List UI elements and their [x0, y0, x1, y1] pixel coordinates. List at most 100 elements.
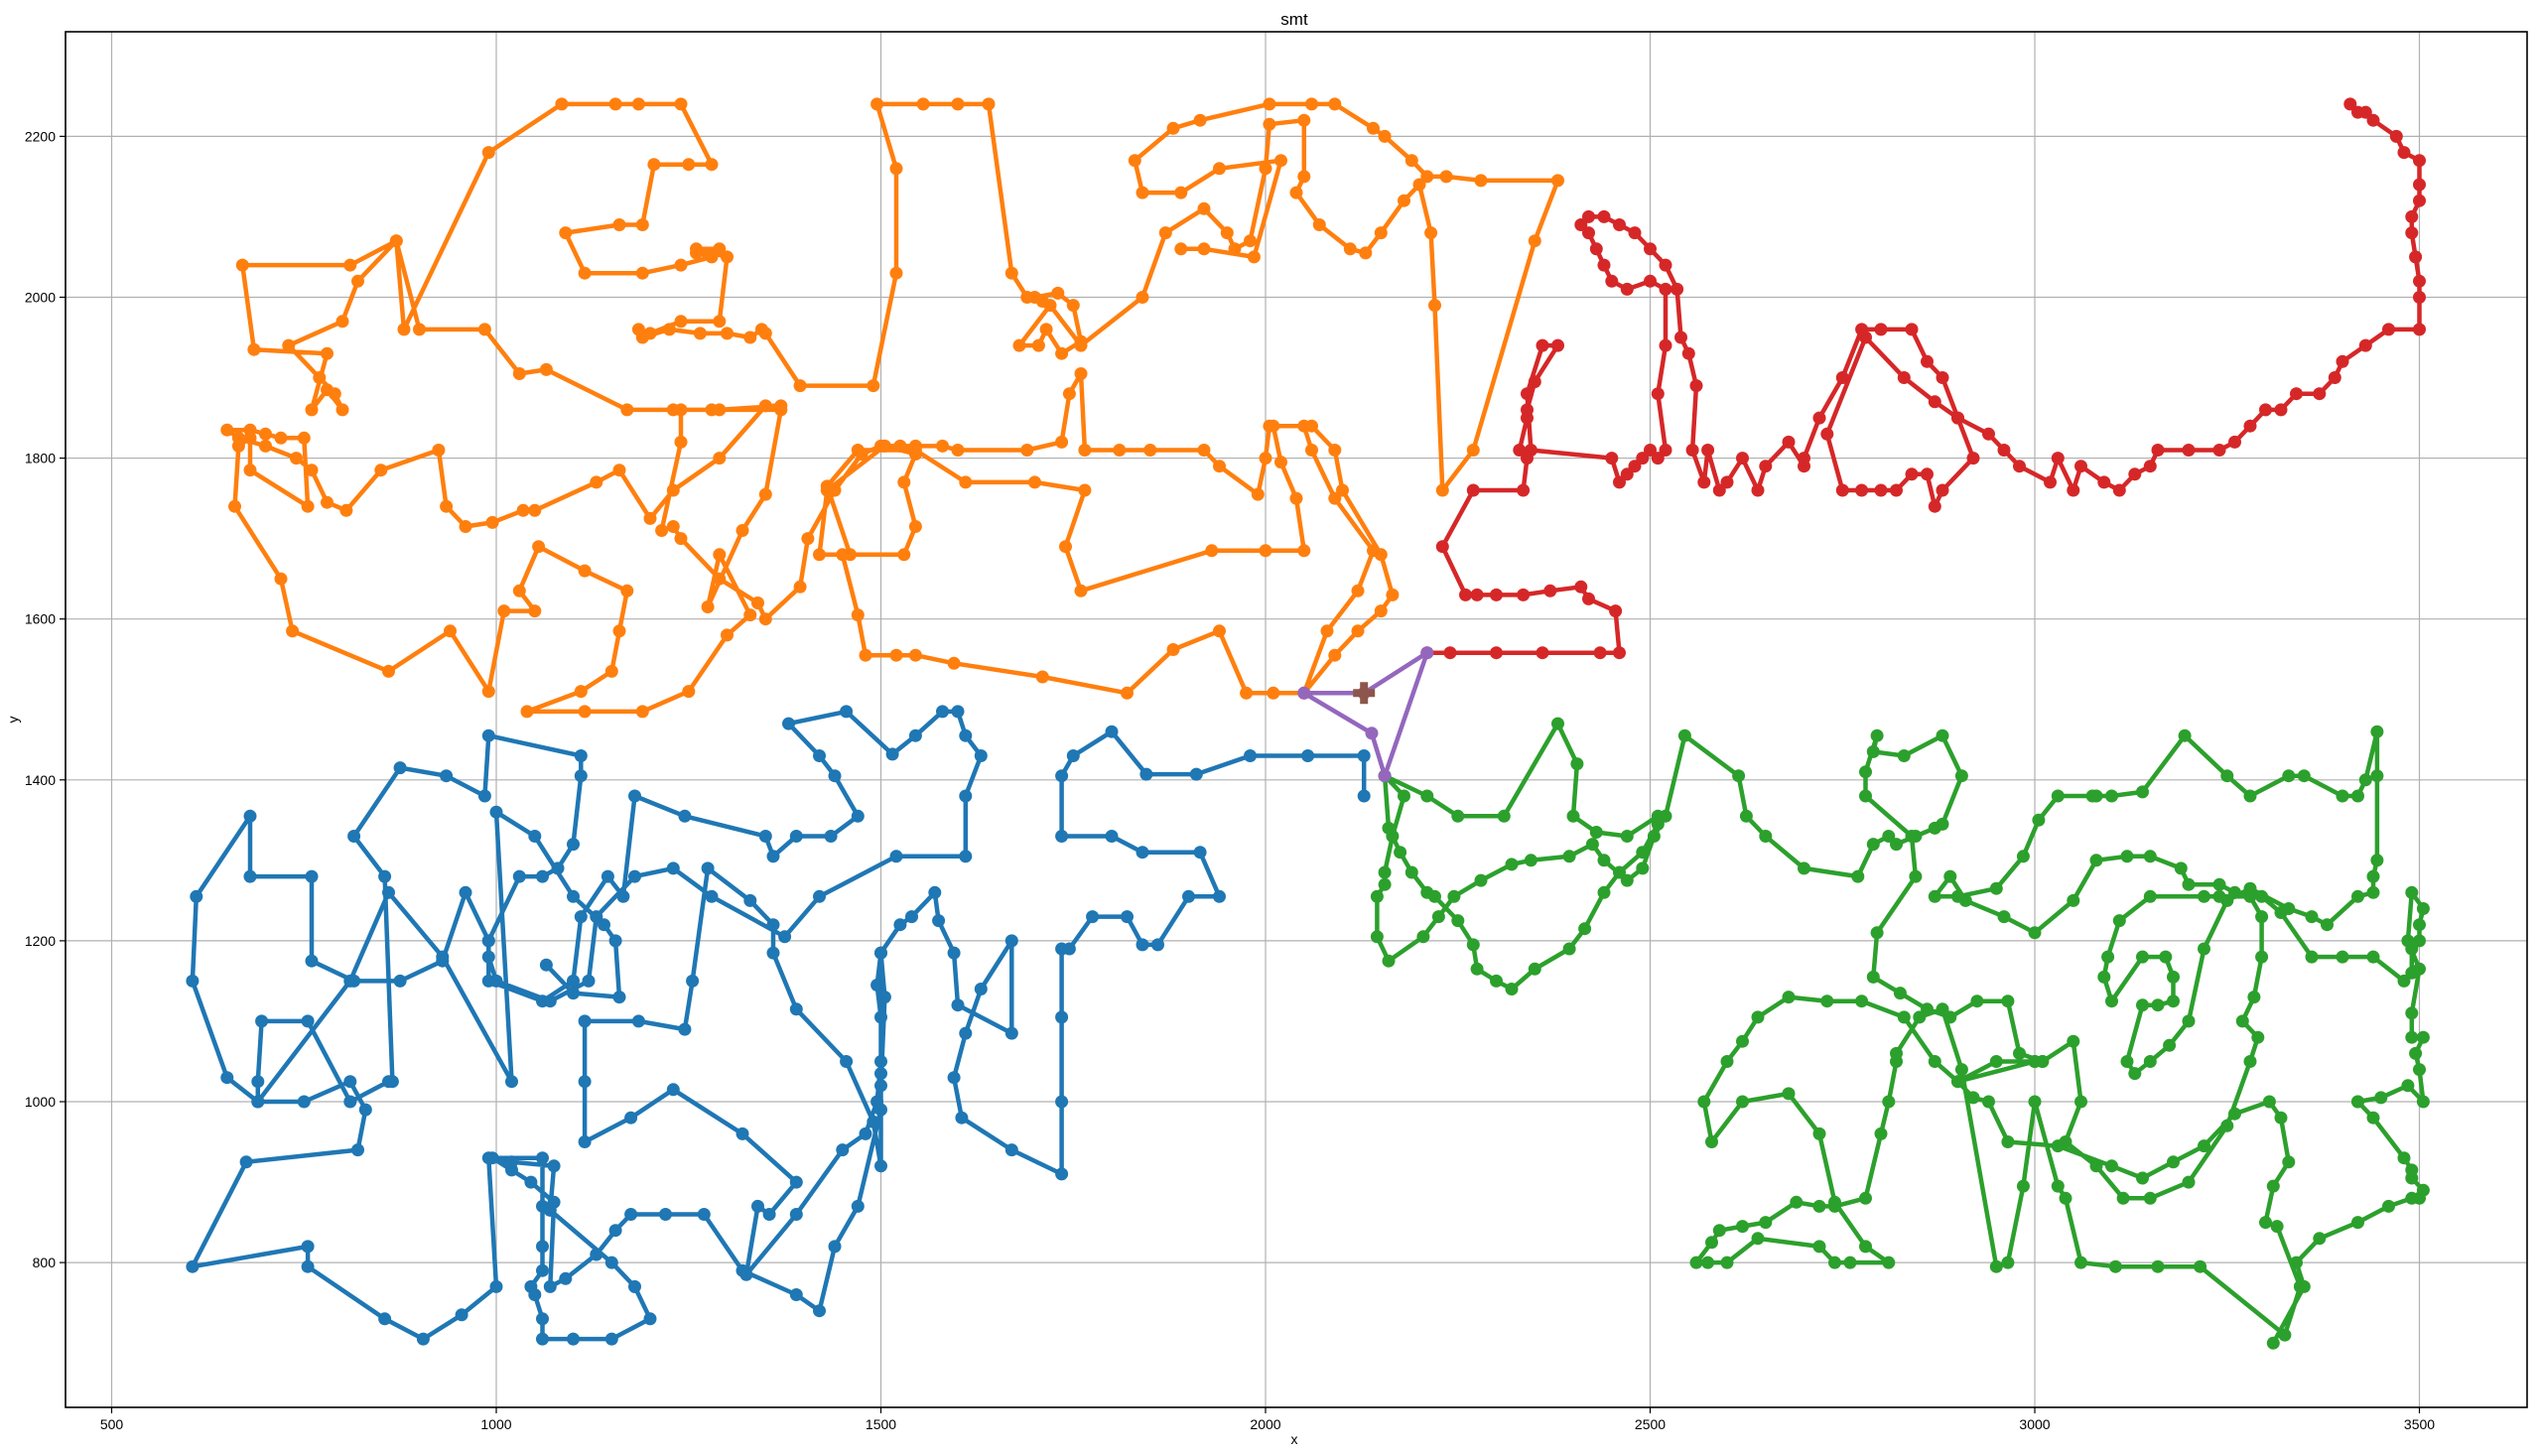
route-point [290, 452, 303, 465]
route-point [1055, 435, 1069, 449]
route-point [1566, 809, 1580, 823]
route-point [2278, 1328, 2292, 1342]
route-point [1066, 299, 1080, 313]
route-point [2305, 910, 2319, 924]
route-point [674, 258, 688, 272]
route-point [1220, 226, 1234, 240]
route-point [1890, 1055, 1903, 1068]
route-point [1524, 444, 1537, 457]
route-point [1416, 930, 1430, 944]
route-point [1681, 346, 1695, 360]
route-point [1997, 444, 2011, 457]
route-point [959, 850, 973, 863]
route-point [1613, 646, 1626, 660]
route-point [1870, 926, 1884, 940]
route-point [1166, 121, 1180, 135]
route-point [1897, 371, 1911, 384]
route-point [893, 439, 907, 453]
route-point [1928, 889, 1941, 903]
route-point [1035, 670, 1049, 684]
route-point [243, 809, 257, 823]
route-point [559, 1271, 573, 1285]
route-point [1597, 854, 1611, 867]
route-point [2266, 1179, 2280, 1193]
x-ticks: 500 1000 1500 2000 2500 3000 3500 [100, 1407, 2435, 1432]
route-point [635, 266, 649, 280]
route-point [1263, 117, 1276, 131]
route-point [1470, 588, 1484, 601]
route-point [1958, 893, 1972, 907]
route-point [481, 728, 495, 742]
route-point [1613, 475, 1626, 489]
route-point [844, 548, 857, 562]
route-point [343, 258, 357, 272]
route-point [647, 158, 661, 172]
route-point [1812, 1126, 1826, 1140]
route-point [1613, 218, 1626, 231]
route-point [301, 1259, 315, 1273]
route-point [1859, 1240, 1872, 1254]
route-point [2101, 950, 2115, 964]
depot-layer [1353, 682, 1376, 705]
route-point [1855, 994, 1869, 1008]
route-point [624, 1111, 638, 1125]
route-point [378, 1312, 392, 1326]
route-point [259, 439, 272, 453]
route-point [867, 1115, 880, 1128]
route-point [1459, 588, 1472, 601]
route-point [1812, 411, 1826, 425]
route-point [751, 1199, 764, 1213]
route-point [1585, 838, 1599, 852]
route-point [1866, 970, 1880, 984]
route-point [1528, 962, 1541, 976]
route-point [1659, 444, 1672, 457]
route-point [1720, 475, 1734, 489]
route-point [1174, 242, 1188, 256]
route-point [1128, 154, 1141, 168]
route-point [2220, 769, 2234, 783]
route-point [1620, 873, 1634, 887]
route-point [2059, 1191, 2072, 1205]
route-point [358, 1103, 372, 1117]
route-point [947, 946, 961, 960]
route-point [789, 1288, 803, 1301]
route-point [489, 1279, 503, 1293]
route-point [382, 664, 395, 678]
route-point [528, 1288, 542, 1301]
route-point [628, 869, 641, 883]
y-tick-label: 1000 [25, 1094, 56, 1110]
route-point [789, 1002, 803, 1016]
route-point [1320, 624, 1334, 638]
route-point [686, 974, 700, 988]
route-point [2255, 889, 2269, 903]
route-point [536, 1151, 549, 1165]
route-series-4 [1420, 97, 2426, 660]
route-point [2413, 918, 2426, 932]
route-point [666, 483, 680, 497]
route-point [2105, 789, 2118, 803]
route-point [351, 1143, 364, 1157]
route-point [1597, 258, 1611, 272]
route-point [751, 596, 764, 609]
route-point [758, 612, 772, 626]
route-point [2105, 1159, 2118, 1173]
route-point [766, 850, 780, 863]
route-point [1936, 728, 1949, 742]
route-point [2228, 435, 2241, 449]
route-point [481, 950, 495, 964]
route-point [1613, 865, 1626, 879]
route-point [1551, 717, 1564, 730]
route-point [682, 158, 696, 172]
route-point [2051, 789, 2065, 803]
route-point [567, 987, 580, 1000]
route-point [239, 1155, 253, 1169]
route-point [247, 342, 261, 356]
route-point [1843, 1256, 1857, 1269]
route-point [908, 439, 922, 453]
route-point [1782, 1087, 1796, 1101]
route-point [1435, 540, 1449, 554]
route-point [1028, 475, 1041, 489]
route-point [2032, 813, 2046, 827]
route-point [1055, 830, 1069, 843]
route-point [516, 503, 530, 517]
